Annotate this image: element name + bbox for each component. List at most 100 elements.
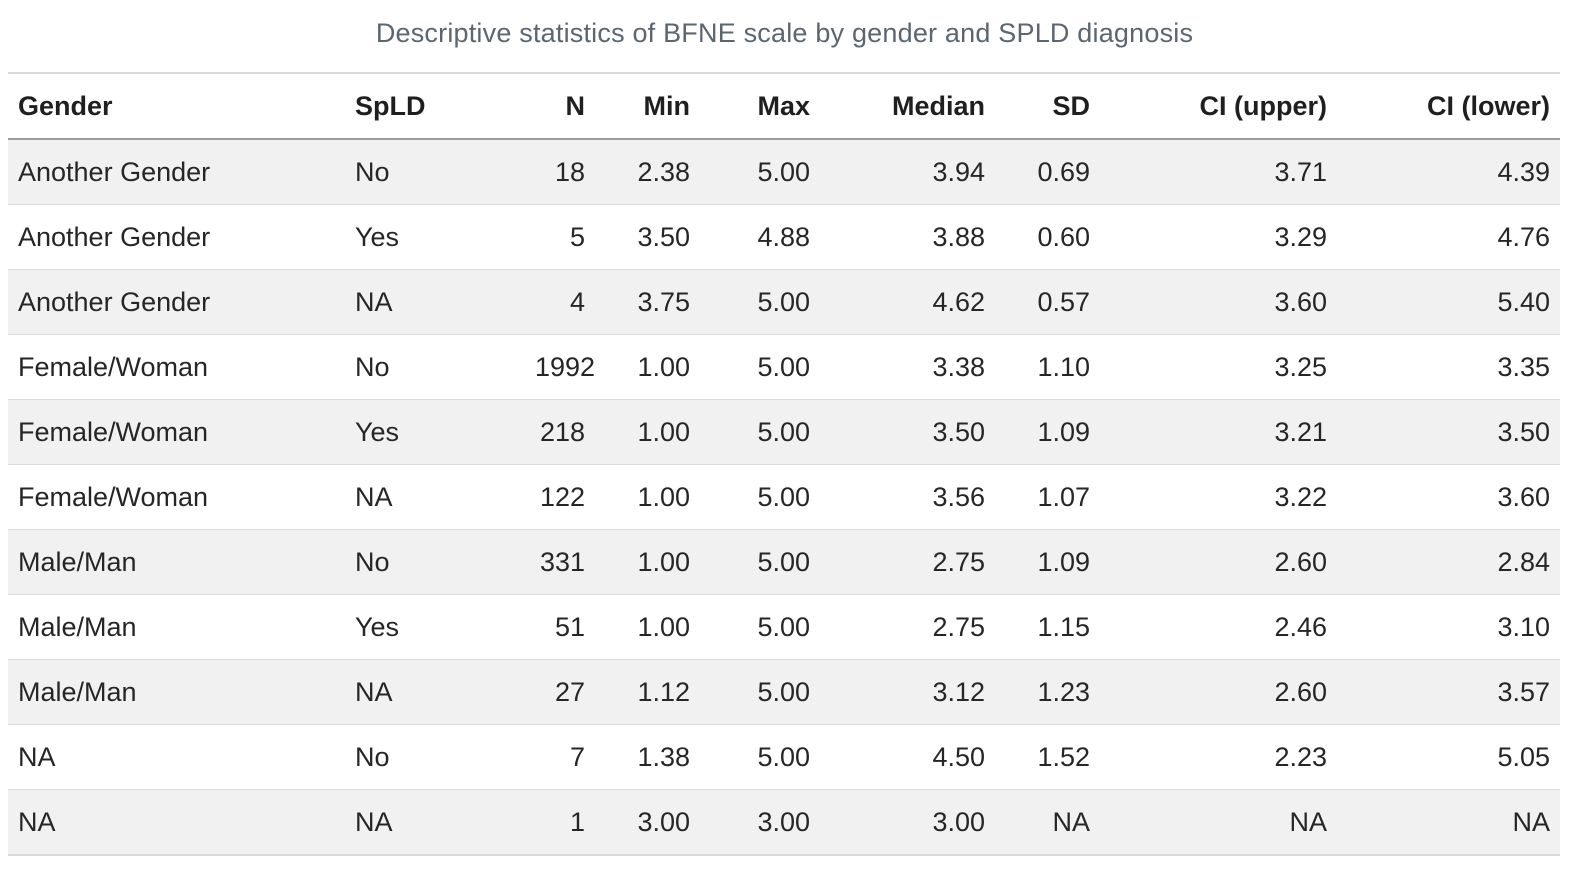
table-cell: NA xyxy=(345,659,525,725)
table-row: Male/Man Yes 51 1.00 5.00 2.75 1.15 2.46 3.10 xyxy=(8,594,1560,660)
table-cell: 3.00 xyxy=(820,789,995,855)
table-cell: Male/Man xyxy=(8,529,345,595)
table-cell: 3.94 xyxy=(932,156,985,187)
table-cell: 5.00 xyxy=(700,724,820,790)
table-cell: 122 xyxy=(525,464,595,530)
column-header-gender: Gender xyxy=(8,73,345,140)
table-cell: 5.05 xyxy=(1337,724,1560,790)
table-cell: No xyxy=(355,156,390,187)
table-cell: 27 xyxy=(525,659,595,725)
table-cell: 2.75 xyxy=(820,529,995,595)
table-row: Female/Woman Yes 218 1.00 5.00 3.50 1.09 3.21 3.… xyxy=(8,399,1560,465)
table-cell: 1.15 xyxy=(995,594,1100,660)
table-cell: 0.60 xyxy=(995,204,1100,270)
table-row: NA No 7 1.38 5.00 4.50 1.52 2.23 5.05 xyxy=(8,724,1560,790)
table-cell: 3.56 xyxy=(820,464,995,530)
table-cell: 3.00 xyxy=(700,789,820,855)
table-cell: Female/Woman xyxy=(8,399,345,465)
table-cell: 3.10 xyxy=(1337,594,1560,660)
column-header-spld: SpLD xyxy=(345,73,525,140)
table-cell: 5.00 xyxy=(757,156,810,187)
table-cell: 1.12 xyxy=(595,659,700,725)
table-cell: 4.50 xyxy=(820,724,995,790)
table-cell: NA xyxy=(995,789,1100,855)
table-cell: 5.40 xyxy=(1337,269,1560,335)
table-cell: 0.69 xyxy=(1037,156,1090,187)
table-cell: 3.22 xyxy=(1100,464,1337,530)
table-cell: 3.25 xyxy=(1100,334,1337,400)
table-cell: NA xyxy=(8,789,345,855)
table-cell: 3.71 xyxy=(1274,156,1327,187)
table-cell: 3.00 xyxy=(595,789,700,855)
table-cell: 1.09 xyxy=(995,529,1100,595)
table-cell: 331 xyxy=(525,529,595,595)
table-cell: 1.00 xyxy=(595,594,700,660)
table-cell: 2.60 xyxy=(1100,659,1337,725)
table-cell: 2.84 xyxy=(1337,529,1560,595)
header-row: Gender SpLD N Min Max Median SD CI (upper) CI (l… xyxy=(8,73,1560,140)
table-cell: 1.00 xyxy=(595,399,700,465)
table-cell: Male/Man xyxy=(8,659,345,725)
table-cell: 3.35 xyxy=(1337,334,1560,400)
table-cell: 1.00 xyxy=(595,334,700,400)
column-header-sd: SD xyxy=(995,73,1100,140)
table-cell: 218 xyxy=(525,399,595,465)
table-cell: 1 xyxy=(525,789,595,855)
table-cell: No xyxy=(345,334,525,400)
table-cell: No xyxy=(345,724,525,790)
table-cell: 1.38 xyxy=(595,724,700,790)
table-cell: 4.88 xyxy=(700,204,820,270)
table-cell: 5.00 xyxy=(700,659,820,725)
table-cell: Yes xyxy=(345,594,525,660)
table-cell: 3.50 xyxy=(595,204,700,270)
table-cell: 1992 xyxy=(525,334,595,400)
table-cell: 3.75 xyxy=(595,269,700,335)
table-cell: Female/Woman xyxy=(8,334,345,400)
column-header-min: Min xyxy=(595,73,700,140)
table-cell: NA xyxy=(8,724,345,790)
table-cell: No xyxy=(345,529,525,595)
table-cell: NA xyxy=(1337,789,1560,855)
table-cell: 4.76 xyxy=(1337,204,1560,270)
column-header-ci-lower: CI (lower) xyxy=(1337,73,1560,140)
table-cell: 2.46 xyxy=(1100,594,1337,660)
column-header-ci-upper: CI (upper) xyxy=(1100,73,1337,140)
table-cell: Female/Woman xyxy=(8,464,345,530)
table-cell: 3.21 xyxy=(1100,399,1337,465)
table-cell: 4.39 xyxy=(1497,156,1550,187)
table-cell: Another Gender xyxy=(8,204,345,270)
table-cell: Yes xyxy=(345,399,525,465)
table-row: NA NA 1 3.00 3.00 3.00 NA NA NA xyxy=(8,789,1560,855)
table-cell: 2.38 xyxy=(637,156,690,187)
table-row: Another Gender No 18 2.38 5.00 3.94 0.69 3.71 4.… xyxy=(8,139,1560,205)
table-cell: 5.00 xyxy=(700,464,820,530)
table-cell: 3.50 xyxy=(820,399,995,465)
table-row: Female/Woman No 1992 1.00 5.00 3.38 1.10 3.25 3.… xyxy=(8,334,1560,400)
table-cell: 1.00 xyxy=(595,464,700,530)
table-cell: 5.00 xyxy=(700,399,820,465)
table-cell: 2.23 xyxy=(1100,724,1337,790)
table-row: Male/Man No 331 1.00 5.00 2.75 1.09 2.60 2.84 xyxy=(8,529,1560,595)
table-cell: Another Gender xyxy=(18,156,211,187)
table-cell: 3.88 xyxy=(820,204,995,270)
table-cell: NA xyxy=(345,464,525,530)
table-cell: 5.00 xyxy=(700,269,820,335)
table-cell: 4 xyxy=(525,269,595,335)
table-cell: 3.12 xyxy=(820,659,995,725)
table-cell: 1.09 xyxy=(995,399,1100,465)
table-row: Another Gender Yes 5 3.50 4.88 3.88 0.60 3.29 4.… xyxy=(8,204,1560,270)
table-cell: Another Gender xyxy=(8,269,345,335)
table-row: Female/Woman NA 122 1.00 5.00 3.56 1.07 3.22 3.6… xyxy=(8,464,1560,530)
table-cell: 5.00 xyxy=(700,334,820,400)
table-cell: 4.62 xyxy=(820,269,995,335)
table-cell: 1.10 xyxy=(995,334,1100,400)
table-row: Another Gender NA 4 3.75 5.00 4.62 0.57 3.60 5.4… xyxy=(8,269,1560,335)
table-cell: 1.00 xyxy=(595,529,700,595)
table-cell: NA xyxy=(1100,789,1337,855)
table-cell: Yes xyxy=(345,204,525,270)
table-cell: 3.29 xyxy=(1100,204,1337,270)
table-body: Another Gender No 18 2.38 5.00 3.94 0.69 3.71 4.… xyxy=(8,139,1560,855)
table-cell: 0.57 xyxy=(995,269,1100,335)
table-cell: 51 xyxy=(525,594,595,660)
table-cell: NA xyxy=(345,789,525,855)
